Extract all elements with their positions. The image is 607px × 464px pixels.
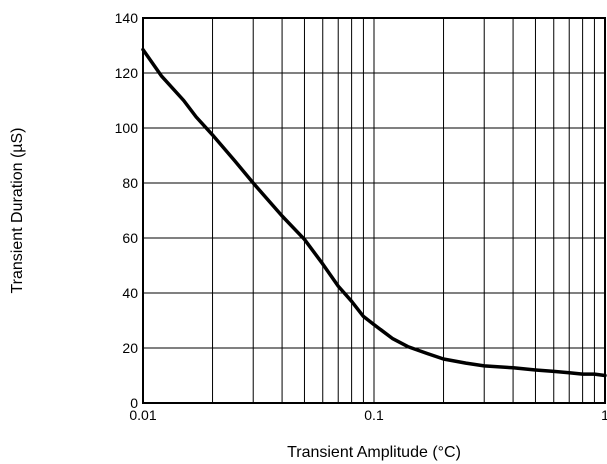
horizontal-gridlines	[143, 72, 605, 349]
series-line	[141, 47, 607, 378]
y-tick-label: 80	[122, 175, 138, 191]
vertical-gridlines	[212, 18, 595, 403]
y-tick-label: 0	[130, 395, 138, 411]
series-layer	[141, 47, 607, 378]
y-tick-labels: 0 20 40 60 80 100 120 140	[115, 10, 139, 411]
y-tick-label: 100	[115, 120, 139, 136]
y-tick-label: 20	[122, 340, 138, 356]
y-tick-label: 40	[122, 285, 138, 301]
y-axis-label: Transient Duration (µS)	[9, 127, 26, 293]
y-tick-label: 140	[115, 10, 139, 26]
x-axis-label: Transient Amplitude (°C)	[287, 444, 461, 461]
x-tick-labels: 0.01 0.1 1	[129, 407, 607, 423]
y-tick-label: 60	[122, 230, 138, 246]
y-tick-label: 120	[115, 65, 139, 81]
x-tick-label: 1	[601, 407, 607, 423]
x-tick-label: 0.01	[129, 407, 156, 423]
plot-frame	[142, 17, 606, 404]
x-tick-label: 0.1	[364, 407, 384, 423]
